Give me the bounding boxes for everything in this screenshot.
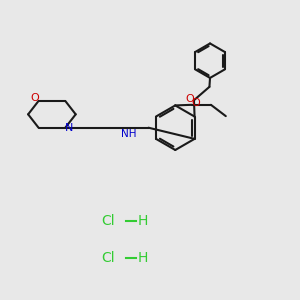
- Text: Cl: Cl: [102, 214, 115, 228]
- Text: NH: NH: [122, 129, 137, 139]
- Text: Cl: Cl: [102, 251, 115, 266]
- Text: N: N: [65, 123, 74, 133]
- Text: H: H: [137, 251, 148, 266]
- Text: H: H: [137, 214, 148, 228]
- Text: O: O: [191, 98, 200, 108]
- Text: O: O: [31, 93, 39, 103]
- Text: O: O: [185, 94, 194, 104]
